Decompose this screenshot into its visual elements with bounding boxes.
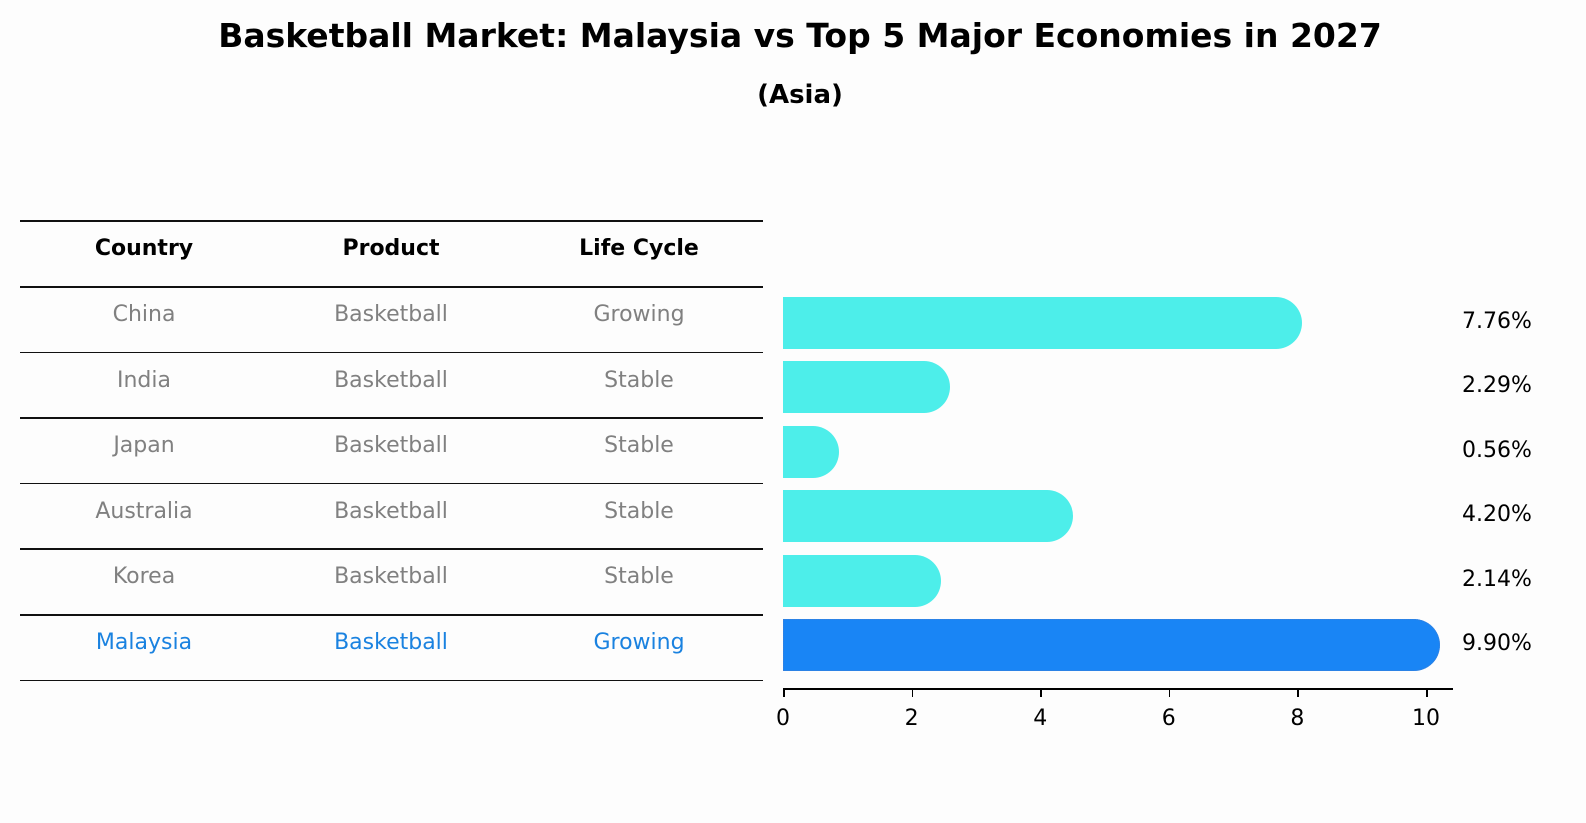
cell-product: Basketball [334, 630, 448, 655]
value-label: 4.20% [1462, 502, 1532, 528]
cell-life-cycle: Growing [593, 630, 685, 655]
cell-life-cycle: Stable [604, 433, 674, 459]
bar-china [783, 297, 1302, 349]
x-tick-label: 10 [1412, 706, 1440, 731]
header-life-cycle: Life Cycle [579, 236, 699, 261]
bar-japan [783, 425, 839, 478]
value-label: 0.56% [1462, 437, 1532, 463]
x-tick-label: 8 [1290, 706, 1305, 731]
x-tick [911, 688, 914, 697]
table-rule [20, 220, 763, 222]
value-label: 9.90% [1462, 631, 1532, 656]
table-rule [20, 482, 763, 485]
table-rule [20, 351, 763, 354]
cell-life-cycle: Stable [604, 564, 674, 590]
x-tick-label: 6 [1161, 706, 1176, 731]
table-rule [20, 548, 763, 550]
x-axis [783, 688, 1453, 690]
cell-product: Basketball [334, 367, 448, 393]
cell-product: Basketball [334, 433, 448, 459]
cell-country: Japan [113, 433, 175, 459]
table-rule [20, 614, 763, 616]
table-rule [20, 679, 763, 682]
chart-subtitle: (Asia) [757, 80, 843, 110]
x-tick-label: 0 [776, 706, 790, 731]
x-tick-label: 4 [1033, 706, 1048, 731]
x-tick [1297, 688, 1299, 697]
x-tick [1426, 688, 1428, 697]
cell-life-cycle: Stable [604, 498, 674, 524]
x-tick-label: 2 [904, 706, 919, 731]
table-rule [20, 417, 763, 419]
cell-country: India [117, 367, 171, 393]
bar-australia [783, 490, 1074, 543]
cell-country: China [112, 302, 176, 327]
cell-country: Australia [95, 498, 193, 524]
cell-life-cycle: Growing [593, 302, 685, 327]
table-rule [20, 286, 763, 288]
cell-country: Korea [112, 564, 176, 590]
value-label: 2.29% [1462, 373, 1532, 399]
bar-korea [783, 554, 941, 607]
x-tick [1168, 688, 1171, 697]
cell-product: Basketball [334, 302, 448, 327]
cell-product: Basketball [334, 564, 448, 590]
value-label: 7.76% [1462, 309, 1532, 334]
header-product: Product [342, 236, 440, 261]
cell-life-cycle: Stable [604, 367, 674, 393]
cell-product: Basketball [334, 498, 448, 524]
chart-title: Basketball Market: Malaysia vs Top 5 Maj… [218, 16, 1382, 55]
x-tick [1040, 688, 1042, 697]
bar-india [783, 361, 951, 414]
header-country: Country [94, 236, 194, 261]
bar-malaysia [783, 619, 1440, 671]
cell-country: Malaysia [95, 630, 193, 655]
x-tick [783, 688, 785, 697]
value-label: 2.14% [1462, 566, 1532, 592]
